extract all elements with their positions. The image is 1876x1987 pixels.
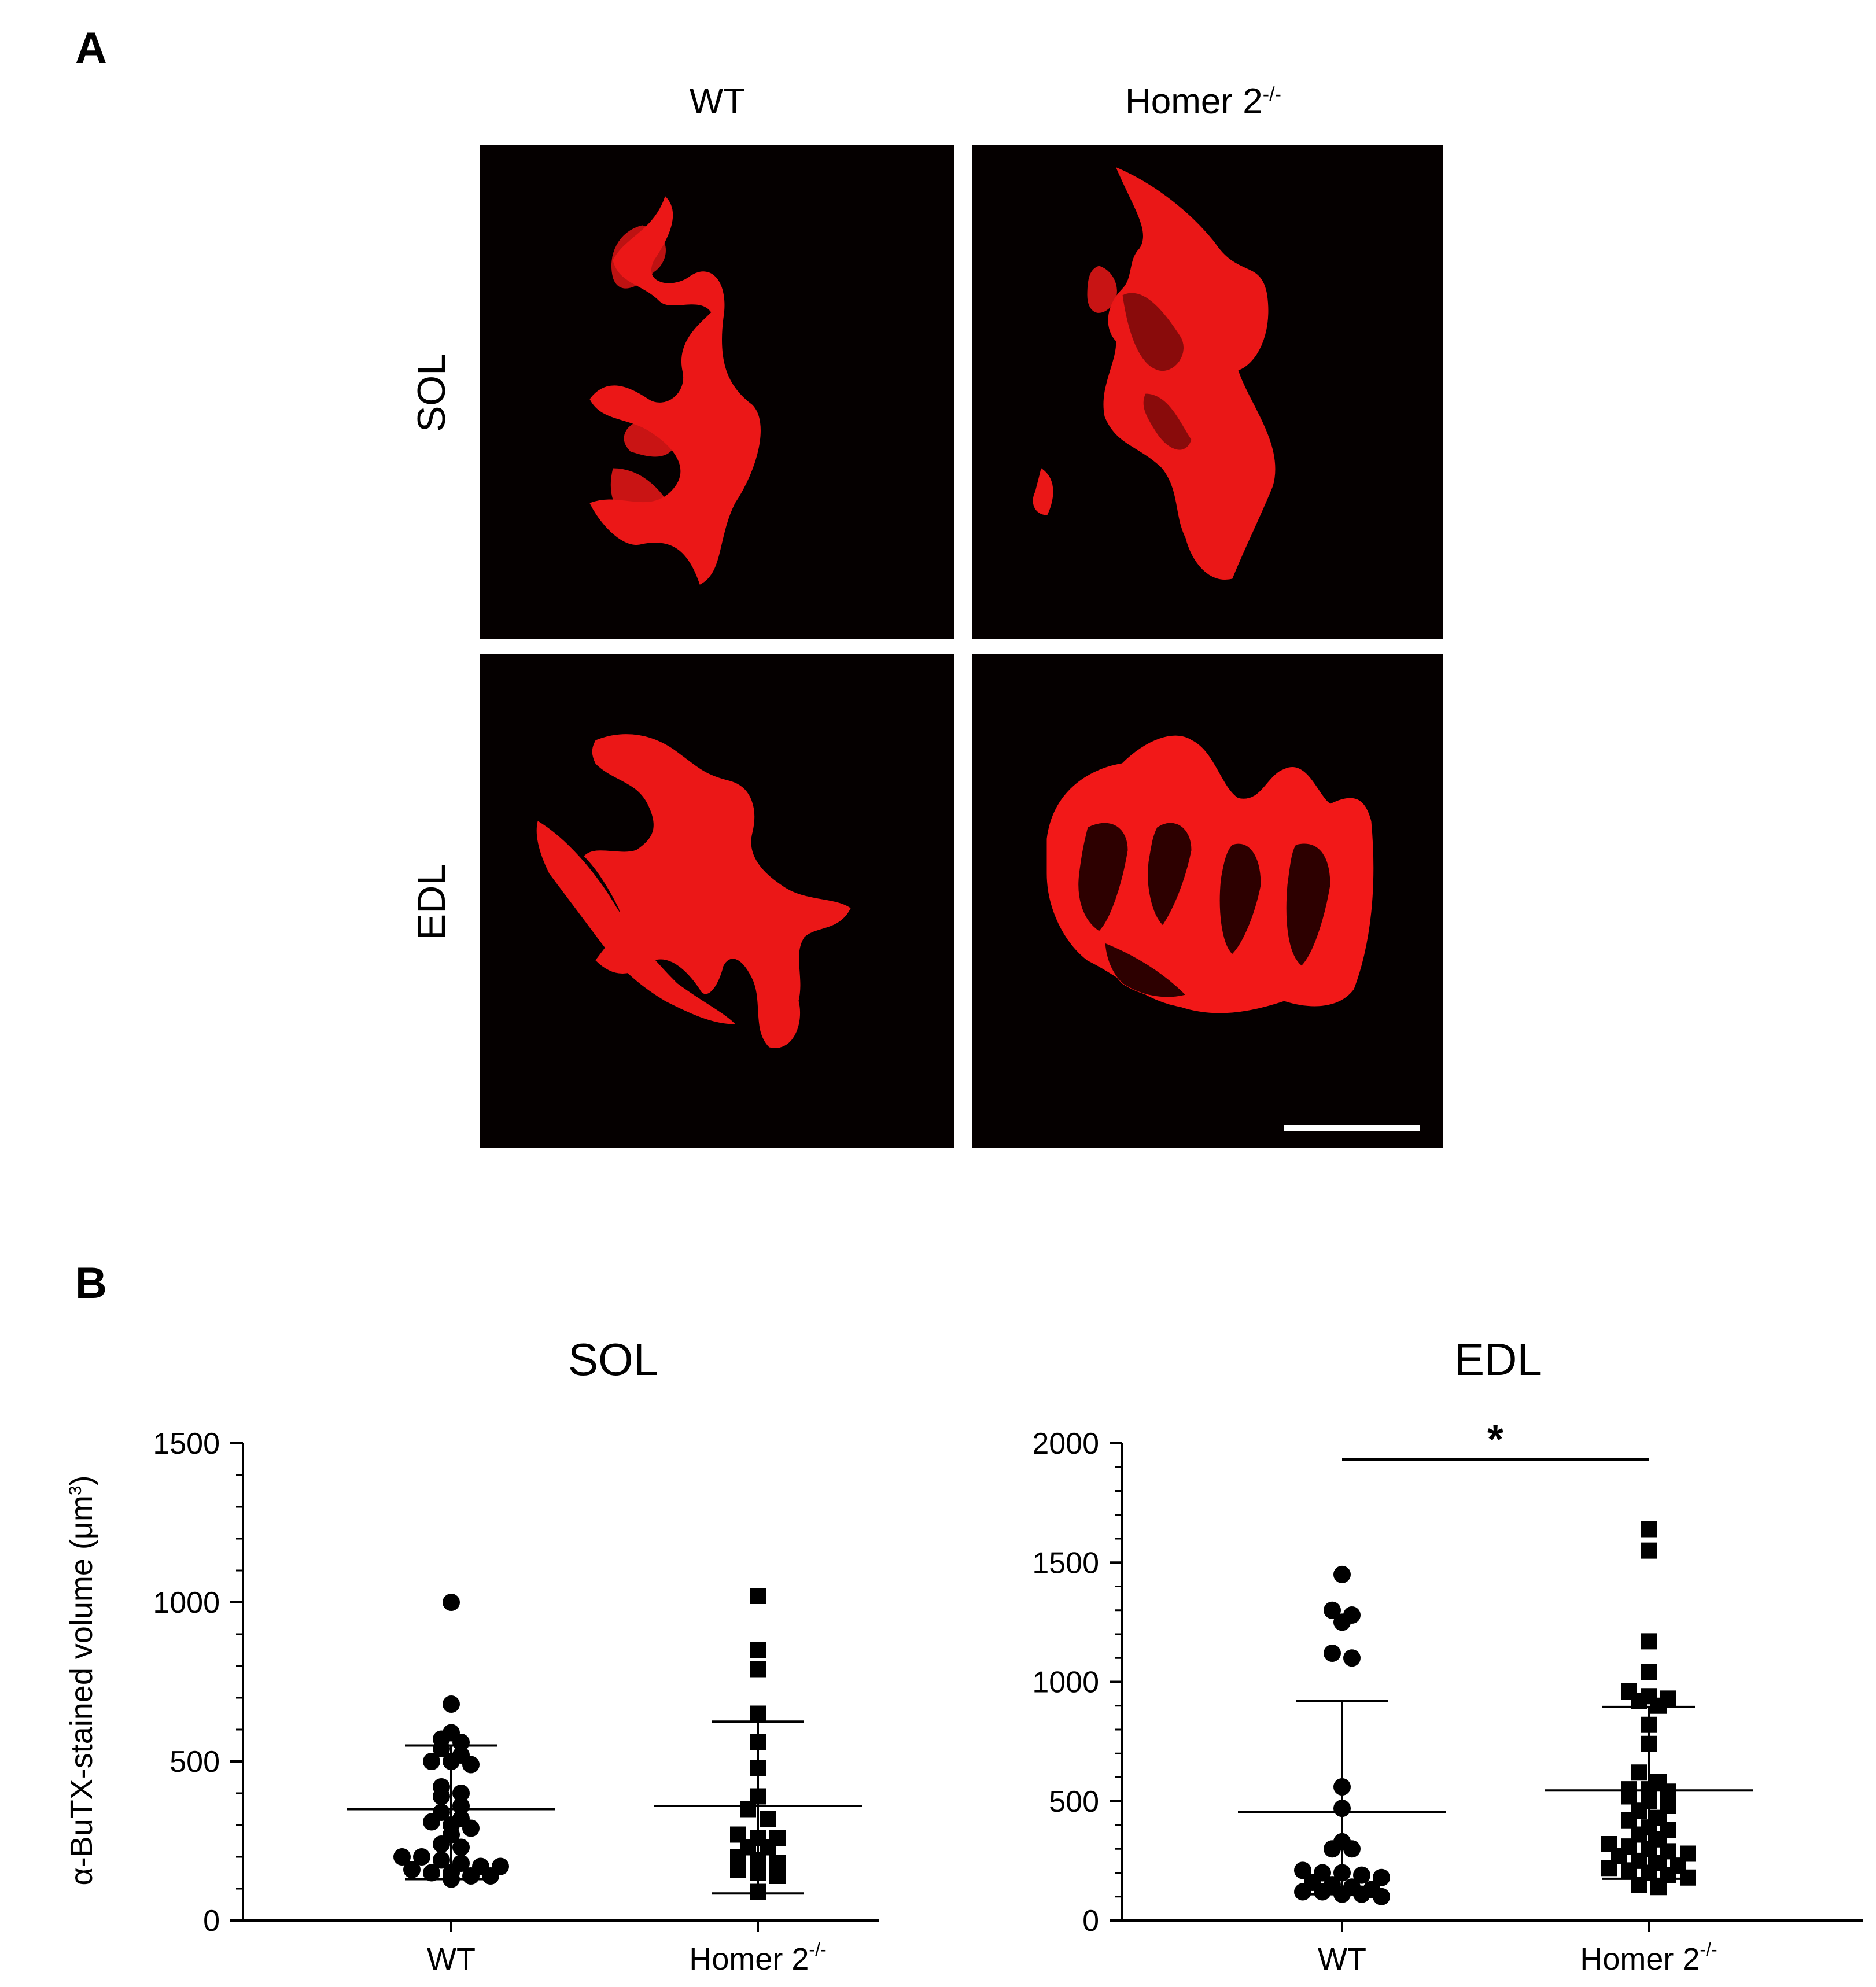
micrograph-wt-sol-svg xyxy=(589,196,761,585)
y-tick-label: 2000 xyxy=(1032,1427,1099,1461)
data-point-circle xyxy=(443,1594,460,1611)
x-tick-label-sup: -/- xyxy=(1700,1939,1717,1960)
x-tick-label: Homer 2-/- xyxy=(1580,1939,1717,1977)
data-point-circle xyxy=(1343,1878,1361,1896)
scale-bar xyxy=(1284,1125,1420,1131)
data-point-circle xyxy=(492,1857,509,1875)
x-tick-label-sup: -/- xyxy=(809,1939,826,1960)
data-point-square xyxy=(1601,1836,1617,1852)
data-point-circle xyxy=(393,1848,411,1866)
data-point-square xyxy=(750,1642,766,1658)
data-point-square xyxy=(769,1855,786,1871)
y-tick-label: 1500 xyxy=(1032,1546,1099,1580)
data-point-circle xyxy=(1294,1861,1311,1879)
data-point-circle xyxy=(452,1746,470,1764)
x-tick-label: Homer 2-/- xyxy=(689,1939,826,1977)
data-point-circle xyxy=(1314,1864,1331,1882)
data-point-circle xyxy=(413,1848,430,1866)
data-point-square xyxy=(1631,1764,1647,1781)
data-point-square xyxy=(1641,1542,1657,1559)
data-point-circle xyxy=(433,1804,450,1821)
data-point-circle xyxy=(443,1695,460,1713)
data-point-square xyxy=(1641,1521,1657,1538)
data-point-circle xyxy=(1324,1876,1341,1894)
data-point-circle xyxy=(403,1861,421,1878)
data-point-circle xyxy=(452,1785,470,1802)
data-point-circle xyxy=(1343,1649,1361,1667)
data-point-square xyxy=(750,1588,766,1604)
micrograph-wt-edl-svg xyxy=(536,734,851,1048)
data-point-square xyxy=(1660,1798,1676,1814)
data-point-circle xyxy=(1333,1565,1351,1583)
data-point-square xyxy=(1641,1633,1657,1650)
y-tick-label: 1000 xyxy=(1032,1666,1099,1700)
data-point-circle xyxy=(452,1855,470,1872)
data-point-square xyxy=(1650,1774,1667,1790)
column-label-homer2-sup: -/- xyxy=(1262,83,1281,106)
data-point-square xyxy=(1621,1781,1637,1798)
data-point-circle xyxy=(452,1838,470,1856)
data-point-square xyxy=(1621,1683,1637,1700)
y-tick-label: 0 xyxy=(203,1904,220,1938)
column-label-homer2: Homer 2-/- xyxy=(966,81,1440,122)
y-tick-label: 500 xyxy=(1049,1785,1099,1819)
y-tick-label: 500 xyxy=(169,1745,220,1779)
data-point-circle xyxy=(423,1753,440,1770)
panel-b-letter: B xyxy=(75,1259,107,1308)
micrograph-homer2-edl-svg xyxy=(1046,735,1374,1013)
data-point-circle xyxy=(423,1864,440,1882)
data-point-circle xyxy=(472,1857,489,1875)
column-label-homer2-text: Homer 2 xyxy=(1125,82,1263,121)
y-tick-label: 1500 xyxy=(153,1427,220,1461)
micrograph-homer2-sol-svg xyxy=(1033,167,1276,580)
column-label-wt-text: WT xyxy=(689,82,746,121)
data-point-square xyxy=(769,1830,786,1846)
significance-star: * xyxy=(1487,1417,1503,1463)
data-point-square xyxy=(750,1705,766,1722)
x-tick-label: WT xyxy=(1318,1942,1366,1977)
data-point-circle xyxy=(452,1810,470,1827)
data-point-square xyxy=(1660,1690,1676,1707)
micrograph-homer2-edl xyxy=(972,654,1443,1148)
data-point-circle xyxy=(1373,1868,1390,1886)
data-point-square xyxy=(730,1826,746,1843)
data-point-circle xyxy=(443,1724,460,1742)
chart-title-edl: EDL xyxy=(1454,1334,1542,1385)
data-point-circle xyxy=(1343,1606,1361,1624)
data-point-circle xyxy=(1324,1601,1341,1619)
data-point-square xyxy=(750,1661,766,1678)
chart-title-sol: SOL xyxy=(567,1334,659,1385)
column-label-wt: WT xyxy=(480,81,954,122)
y-tick-label: 1000 xyxy=(153,1586,220,1620)
data-point-square xyxy=(1641,1688,1657,1705)
data-point-circle xyxy=(1353,1866,1370,1884)
data-point-circle xyxy=(433,1778,450,1796)
data-point-circle xyxy=(433,1851,450,1869)
data-point-square xyxy=(1641,1664,1657,1680)
data-point-square xyxy=(1680,1845,1696,1862)
micrograph-wt-sol xyxy=(480,145,954,639)
data-point-square xyxy=(760,1811,776,1827)
micrograph-wt-edl xyxy=(480,654,954,1148)
data-point-circle xyxy=(1324,1645,1341,1662)
panel-a-letter: A xyxy=(75,24,107,73)
micrograph-homer2-sol xyxy=(972,145,1443,639)
x-tick-label: WT xyxy=(427,1942,476,1977)
y-tick-label: 0 xyxy=(1082,1904,1099,1938)
